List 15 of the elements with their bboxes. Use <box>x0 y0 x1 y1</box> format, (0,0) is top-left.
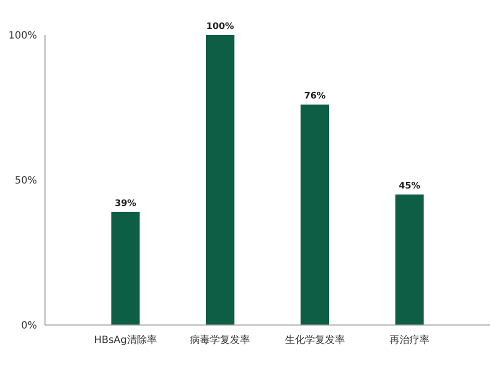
data-label: 100% <box>206 22 234 32</box>
data-label: 45% <box>398 182 420 192</box>
y-tick-label: 100% <box>8 30 37 42</box>
bar <box>300 104 330 325</box>
bar <box>111 212 140 325</box>
data-label: 39% <box>114 198 136 209</box>
x-tick-label: 病毒学复发率 <box>190 334 250 346</box>
y-tick-label: 50% <box>14 176 37 186</box>
x-tick-label: 生化学复发率 <box>284 334 345 346</box>
bar <box>206 35 234 325</box>
y-tick-label: 0% <box>21 320 37 332</box>
x-tick-label: HBsAg清除率 <box>94 334 157 346</box>
data-label: 76% <box>304 92 326 102</box>
x-tick-label: 再治疗率 <box>390 334 430 346</box>
bar <box>395 194 424 325</box>
